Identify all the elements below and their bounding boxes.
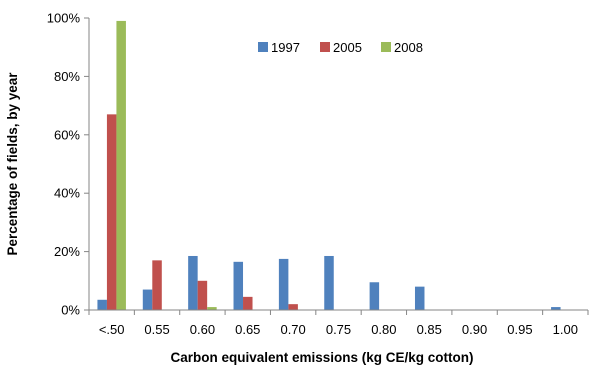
bar-1997-5	[324, 255, 334, 310]
x-tick-label: 0.85	[417, 322, 442, 337]
y-tick-label: 80%	[54, 69, 80, 84]
x-tick-label: 0.55	[144, 322, 169, 337]
bar-2008-0	[116, 20, 126, 310]
y-tick-label: 60%	[54, 127, 80, 142]
x-tick-label: 1.00	[553, 322, 578, 337]
x-tick-label: <.50	[99, 322, 125, 337]
x-tick-label: 0.90	[462, 322, 487, 337]
x-tick-label: 0.65	[235, 322, 260, 337]
bar-2005-1	[152, 260, 162, 310]
bar-groups	[97, 20, 561, 310]
bar-1997-3	[233, 261, 244, 310]
bar-2005-0	[106, 114, 117, 310]
bar-1997-6	[369, 282, 380, 310]
legend-swatch-2005	[320, 42, 330, 52]
bar-2008-2	[207, 307, 217, 310]
bar-2005-3	[243, 296, 253, 310]
x-tick-label: 0.95	[507, 322, 532, 337]
bar-1997-2	[188, 255, 198, 310]
bar-2005-4	[288, 304, 298, 310]
y-tick-label: 40%	[54, 186, 80, 201]
y-tick-label: 0%	[61, 303, 80, 318]
y-tick-label: 20%	[54, 244, 80, 259]
legend-label-2008: 2008	[394, 40, 423, 55]
x-tick-label: 0.70	[280, 322, 305, 337]
bar-1997-1	[142, 289, 153, 310]
y-axis-ticks: 0% 20% 40% 60% 80% 100%	[47, 11, 89, 318]
y-tick-label: 100%	[47, 11, 81, 26]
bar-1997-10	[551, 307, 561, 310]
bar-1997-4	[278, 258, 289, 310]
y-axis-title: Percentage of fields, by year	[5, 72, 20, 256]
x-axis-title: Carbon equivalent emissions (kg CE/kg co…	[170, 350, 473, 365]
bar-1997-7	[414, 286, 425, 310]
x-tick-label: 0.75	[326, 322, 351, 337]
bar-1997-0	[97, 299, 107, 310]
legend-label-2005: 2005	[333, 40, 362, 55]
legend-swatch-2008	[381, 42, 391, 52]
legend-label-1997: 1997	[271, 40, 300, 55]
legend: 1997 2005 2008	[258, 40, 423, 55]
bar-2005-2	[197, 280, 208, 310]
x-tick-label: 0.60	[190, 322, 215, 337]
x-tick-label: 0.80	[371, 322, 396, 337]
legend-swatch-1997	[258, 42, 268, 52]
x-axis-ticks: <.50 0.55 0.60 0.65 0.70 0.75 0.80 0.85 0.90 0.95…	[88, 310, 589, 337]
